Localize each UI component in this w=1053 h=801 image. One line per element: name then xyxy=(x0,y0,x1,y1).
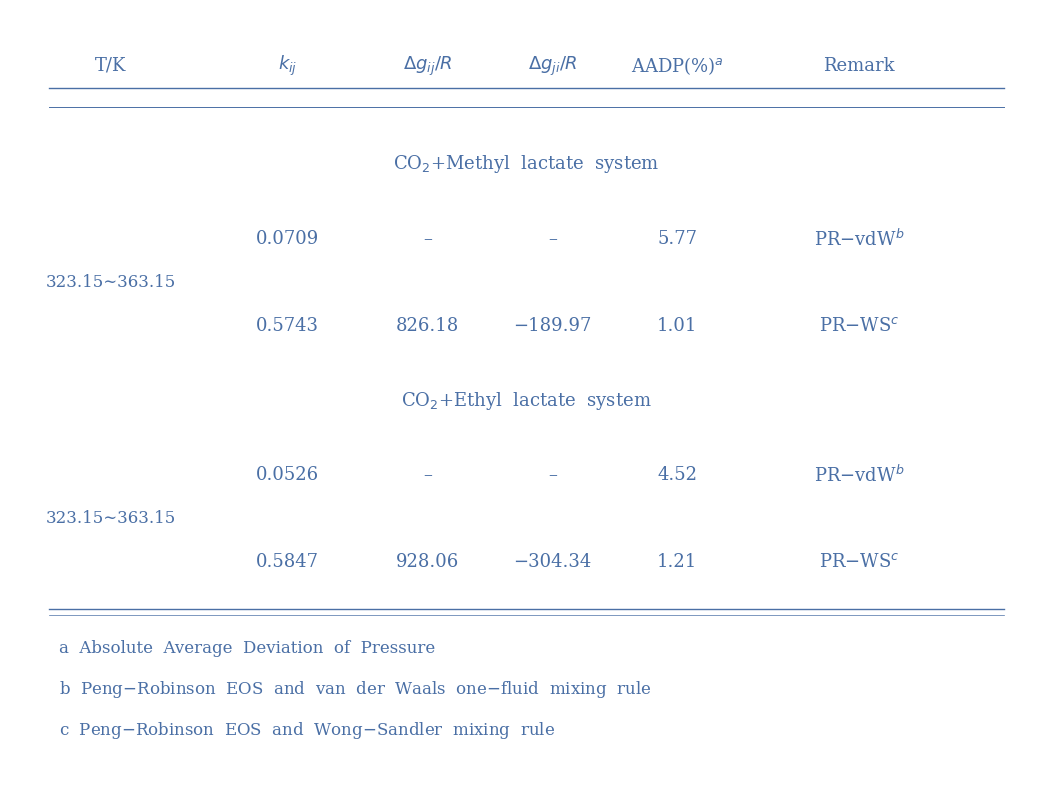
Text: $\Delta \mathit{g}_{ji}/R$: $\Delta \mathit{g}_{ji}/R$ xyxy=(528,54,577,78)
Text: 5.77: 5.77 xyxy=(657,230,697,248)
Text: PR$-$WS$^c$: PR$-$WS$^c$ xyxy=(819,553,899,571)
Text: 826.18: 826.18 xyxy=(396,316,459,335)
Text: CO$_2$+Methyl  lactate  system: CO$_2$+Methyl lactate system xyxy=(393,153,660,175)
Text: c  Peng$-$Robinson  EOS  and  Wong$-$Sandler  mixing  rule: c Peng$-$Robinson EOS and Wong$-$Sandler… xyxy=(59,720,555,741)
Text: T/K: T/K xyxy=(95,57,126,75)
Text: –: – xyxy=(423,230,432,248)
Text: PR$-$vdW$^b$: PR$-$vdW$^b$ xyxy=(814,228,905,250)
Text: AADP(%)$^a$: AADP(%)$^a$ xyxy=(631,55,723,77)
Text: Remark: Remark xyxy=(823,57,895,75)
Text: a  Absolute  Average  Deviation  of  Pressure: a Absolute Average Deviation of Pressure xyxy=(59,640,435,657)
Text: 0.5847: 0.5847 xyxy=(256,553,319,571)
Text: 928.06: 928.06 xyxy=(396,553,459,571)
Text: −304.34: −304.34 xyxy=(514,553,592,571)
Text: $\Delta \mathit{g}_{ij}/R$: $\Delta \mathit{g}_{ij}/R$ xyxy=(403,54,453,78)
Text: 323.15∼363.15: 323.15∼363.15 xyxy=(45,274,176,291)
Text: 0.5743: 0.5743 xyxy=(256,316,319,335)
Text: –: – xyxy=(423,466,432,485)
Text: −189.97: −189.97 xyxy=(513,316,592,335)
Text: $k_{ij}$: $k_{ij}$ xyxy=(278,54,297,78)
Text: –: – xyxy=(548,230,557,248)
Text: 1.01: 1.01 xyxy=(657,316,697,335)
Text: –: – xyxy=(548,466,557,485)
Text: 4.52: 4.52 xyxy=(657,466,697,485)
Text: 1.21: 1.21 xyxy=(657,553,697,571)
Text: 0.0526: 0.0526 xyxy=(256,466,319,485)
Text: 323.15∼363.15: 323.15∼363.15 xyxy=(45,510,176,527)
Text: PR$-$vdW$^b$: PR$-$vdW$^b$ xyxy=(814,465,905,486)
Text: 0.0709: 0.0709 xyxy=(256,230,319,248)
Text: PR$-$WS$^c$: PR$-$WS$^c$ xyxy=(819,316,899,335)
Text: b  Peng$-$Robinson  EOS  and  van  der  Waals  one$-$fluid  mixing  rule: b Peng$-$Robinson EOS and van der Waals … xyxy=(59,679,652,700)
Text: CO$_2$+Ethyl  lactate  system: CO$_2$+Ethyl lactate system xyxy=(401,389,652,412)
